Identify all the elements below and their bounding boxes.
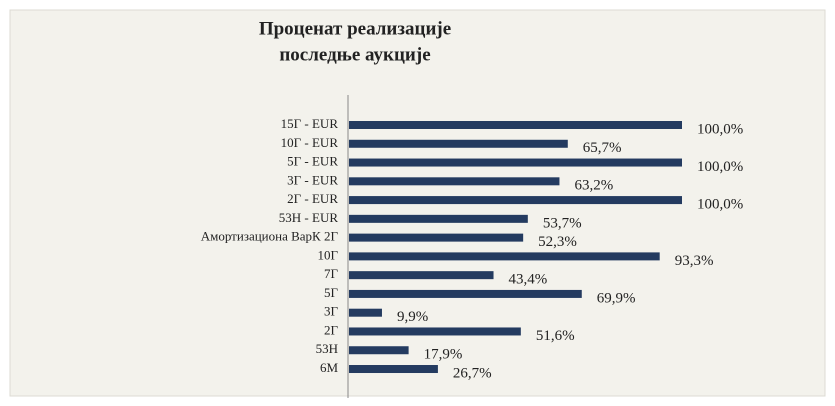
- bar: [349, 214, 528, 223]
- data-label: 69,9%: [597, 290, 636, 306]
- data-label: 9,9%: [397, 309, 428, 325]
- bar: [349, 289, 582, 298]
- bar: [349, 196, 682, 205]
- y-tick-label: 2Г - EUR: [287, 191, 338, 206]
- bar: [349, 271, 494, 280]
- bar: [349, 365, 438, 374]
- chart-title: Проценат реализације: [259, 18, 451, 39]
- y-tick-label: 10Г - EUR: [281, 135, 339, 150]
- data-label: 52,3%: [538, 234, 577, 250]
- data-label: 63,2%: [574, 178, 613, 194]
- bar: [349, 233, 524, 242]
- y-tick-label: 3Г: [324, 304, 339, 319]
- bar: [349, 121, 682, 129]
- data-label: 26,7%: [453, 365, 492, 381]
- bar: [349, 252, 660, 261]
- bar: [349, 308, 382, 317]
- bar: [349, 327, 521, 336]
- y-tick-label: 5Г - EUR: [287, 154, 338, 169]
- bar: [349, 139, 568, 148]
- y-tick-label: 5Г: [324, 285, 339, 300]
- bar: [349, 177, 560, 186]
- data-label: 53,7%: [543, 215, 582, 231]
- data-label: 17,9%: [424, 347, 463, 363]
- data-label: 100,0%: [697, 159, 743, 175]
- data-label: 65,7%: [583, 140, 622, 156]
- data-label: 93,3%: [675, 253, 714, 269]
- y-tick-label: 6М: [320, 360, 339, 375]
- bar: [349, 346, 409, 355]
- bar: [349, 158, 682, 167]
- y-tick-label: 53Н: [316, 341, 338, 356]
- y-tick-label: 10Г: [317, 247, 338, 262]
- y-tick-label: 2Г: [324, 322, 339, 337]
- data-label: 100,0%: [697, 197, 743, 213]
- data-label: 43,4%: [509, 272, 548, 288]
- y-tick-label: 7Г: [324, 266, 339, 281]
- data-label: 100,0%: [697, 121, 743, 137]
- y-tick-label: 3Г - EUR: [287, 172, 338, 187]
- y-tick-label: 53Н - EUR: [279, 210, 339, 225]
- y-tick-label: 15Г - EUR: [281, 116, 339, 131]
- chart-title: последње аукције: [279, 44, 430, 65]
- data-label: 51,6%: [536, 328, 575, 344]
- y-tick-label: Амортизациона ВарК 2Г: [201, 229, 339, 244]
